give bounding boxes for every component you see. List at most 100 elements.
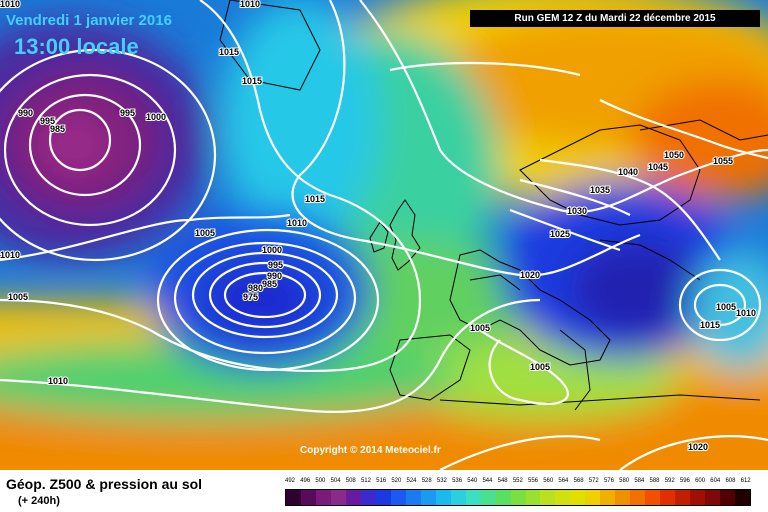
color-scale-bar xyxy=(285,489,751,506)
isobar-label: 1005 xyxy=(470,323,490,333)
weather-map: 1010 1015 1015 990 995 985 995 1000 1005… xyxy=(0,0,768,470)
isobar-label: 985 xyxy=(262,279,277,289)
isobar-labels: 1010 1015 1015 990 995 985 995 1000 1005… xyxy=(0,0,757,453)
isobar-label: 1005 xyxy=(530,362,550,372)
isobar-label: 1010 xyxy=(48,376,68,386)
isobar-label: 1045 xyxy=(648,162,668,172)
isobar-label: 1010 xyxy=(736,308,756,318)
scale-swatch xyxy=(585,490,601,505)
scale-swatch xyxy=(510,490,526,505)
scale-swatch xyxy=(555,490,571,505)
isobar-label: 1020 xyxy=(520,270,540,280)
isobar-label: 990 xyxy=(267,271,282,281)
scale-label: 524 xyxy=(406,478,417,484)
scale-swatch xyxy=(390,490,406,505)
scale-swatch xyxy=(495,490,511,505)
scale-swatch xyxy=(675,490,691,505)
scale-label: 556 xyxy=(528,478,539,484)
scale-label: 500 xyxy=(315,478,326,484)
scale-label: 572 xyxy=(588,478,599,484)
isobar xyxy=(678,268,762,342)
scale-swatch xyxy=(450,490,466,505)
scale-swatch xyxy=(735,490,751,505)
isobar xyxy=(156,228,380,372)
scale-label: 560 xyxy=(543,478,554,484)
scale-swatch xyxy=(660,490,676,505)
scale-label: 508 xyxy=(345,478,356,484)
isobar-label: 1055 xyxy=(713,156,733,166)
isobar xyxy=(173,241,357,355)
copyright-notice: Copyright © 2014 Meteociel.fr xyxy=(300,445,441,456)
scale-label: 548 xyxy=(497,478,508,484)
scale-swatch xyxy=(330,490,346,505)
scale-swatch xyxy=(615,490,631,505)
scale-label: 532 xyxy=(436,478,447,484)
scale-swatch xyxy=(630,490,646,505)
scale-swatch xyxy=(705,490,721,505)
isobar-label: 1025 xyxy=(550,229,570,239)
scale-labels: 492 496 500 504 508 512 516 520 524 528 532 536 540 5… xyxy=(285,478,751,484)
isobar-label: 1005 xyxy=(195,228,215,238)
isobar-label: 1020 xyxy=(688,442,708,452)
isobar xyxy=(0,48,217,262)
scale-label: 520 xyxy=(391,478,402,484)
scale-swatch xyxy=(315,490,331,505)
isobar-label: 1050 xyxy=(664,150,684,160)
scale-label: 536 xyxy=(452,478,463,484)
scale-swatch xyxy=(286,490,301,505)
scale-swatch xyxy=(480,490,496,505)
isobar-label: 990 xyxy=(18,108,33,118)
isobar xyxy=(509,208,621,252)
scale-label: 492 xyxy=(285,478,296,484)
isobar xyxy=(619,435,768,470)
isobar-label: 995 xyxy=(268,260,283,270)
isobar xyxy=(359,0,768,214)
scale-label: 564 xyxy=(558,478,569,484)
geopotential-field xyxy=(0,0,768,470)
scale-label: 576 xyxy=(603,478,614,484)
isobar xyxy=(48,108,112,172)
scale-label: 568 xyxy=(573,478,584,484)
isobar-label: 1030 xyxy=(567,206,587,216)
scale-swatch xyxy=(405,490,421,505)
isobar-label: 995 xyxy=(40,116,55,126)
isobar-label: 1000 xyxy=(146,112,166,122)
isobar xyxy=(539,158,721,261)
isobar-label: 1015 xyxy=(305,194,325,204)
isobar-label: 985 xyxy=(50,124,65,134)
isobar-label: 1010 xyxy=(0,0,20,9)
isobars xyxy=(0,0,768,470)
scale-label: 516 xyxy=(376,478,387,484)
isobar-label: 1015 xyxy=(242,76,262,86)
isobar-label: 995 xyxy=(120,108,135,118)
scale-label: 512 xyxy=(360,478,371,484)
scale-label: 496 xyxy=(300,478,311,484)
scale-swatch xyxy=(540,490,556,505)
isobar-label: 980 xyxy=(248,283,263,293)
scale-label: 612 xyxy=(740,478,751,484)
isobar-label: 1010 xyxy=(287,218,307,228)
scale-swatch xyxy=(645,490,661,505)
isobar-label: 1005 xyxy=(8,292,28,302)
isobar xyxy=(599,99,768,160)
scale-swatch xyxy=(690,490,706,505)
isobar xyxy=(479,329,569,405)
scale-swatch xyxy=(345,490,361,505)
isobar-label: 1040 xyxy=(618,167,638,177)
isobar xyxy=(0,213,291,262)
map-canvas: 1010 1015 1015 990 995 985 995 1000 1005… xyxy=(0,0,768,470)
isobar xyxy=(191,251,339,339)
isobar-label: 1000 xyxy=(262,245,282,255)
isobar xyxy=(28,93,142,197)
legend-footer: Géop. Z500 & pression au sol (+ 240h) 49… xyxy=(0,470,768,512)
isobar-label: 1015 xyxy=(219,47,239,57)
scale-label: 592 xyxy=(664,478,675,484)
forecast-time: 13:00 locale xyxy=(14,34,139,59)
isobar-label: 1010 xyxy=(240,0,260,9)
scale-swatch xyxy=(570,490,586,505)
scale-swatch xyxy=(300,490,316,505)
scale-swatch xyxy=(465,490,481,505)
isobar-label: 1035 xyxy=(590,185,610,195)
scale-label: 504 xyxy=(330,478,341,484)
scale-label: 588 xyxy=(649,478,660,484)
